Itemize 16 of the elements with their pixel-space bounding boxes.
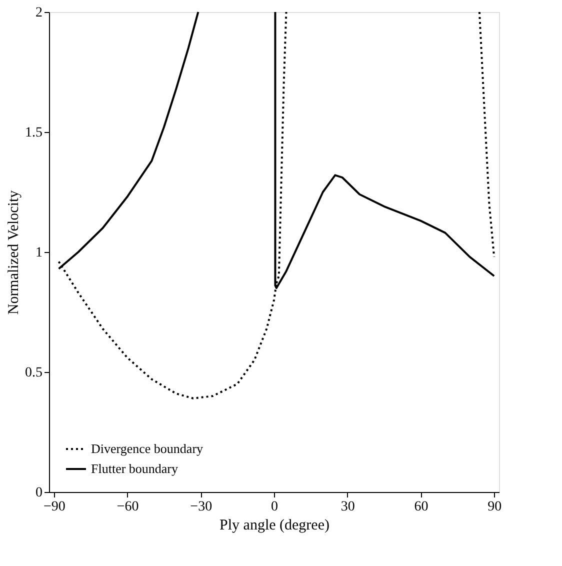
legend-label: Divergence boundary	[91, 441, 204, 456]
x-tick-label: 90	[488, 500, 502, 514]
y-tick-label: 1.5	[25, 126, 42, 140]
legend-label: Flutter boundary	[91, 461, 179, 476]
y-axis-title: Normalized Velocity	[6, 190, 22, 315]
y-tick-label: 0	[36, 486, 42, 500]
x-tick-label: 0	[271, 500, 278, 514]
x-tick-label: 60	[414, 500, 428, 514]
y-tick-label: 2	[36, 6, 42, 20]
x-tick-label: −60	[116, 500, 139, 514]
x-tick-label: −90	[43, 500, 66, 514]
y-tick-label: 0.5	[25, 366, 42, 380]
x-axis-title: Ply angle (degree)	[220, 518, 330, 534]
x-tick-label: 30	[340, 500, 355, 514]
x-tick-label: −30	[190, 500, 212, 514]
y-tick-label: 1	[36, 246, 42, 260]
